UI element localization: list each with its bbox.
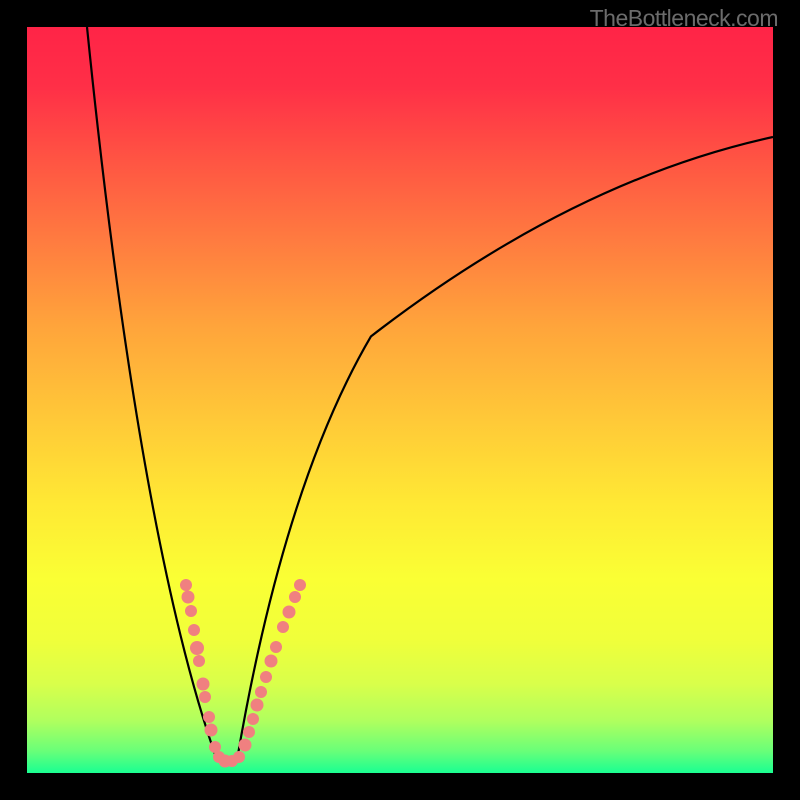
watermark-text: TheBottleneck.com — [590, 5, 778, 32]
data-marker — [255, 686, 267, 698]
data-marker — [197, 678, 210, 691]
chart-container: TheBottleneck.com — [0, 0, 800, 800]
data-marker — [203, 711, 215, 723]
data-marker — [233, 751, 245, 763]
data-marker — [205, 724, 218, 737]
data-marker — [243, 726, 255, 738]
data-marker — [239, 739, 252, 752]
data-marker — [188, 624, 200, 636]
data-marker — [270, 641, 282, 653]
data-marker — [265, 655, 278, 668]
data-marker — [247, 713, 259, 725]
data-marker — [185, 605, 197, 617]
data-marker — [193, 655, 205, 667]
data-markers — [27, 27, 773, 773]
data-marker — [182, 591, 195, 604]
data-marker — [289, 591, 301, 603]
data-marker — [190, 641, 204, 655]
chart-panel — [27, 27, 773, 773]
data-marker — [260, 671, 272, 683]
data-marker — [180, 579, 192, 591]
data-marker — [251, 699, 264, 712]
data-marker — [294, 579, 306, 591]
data-marker — [283, 606, 296, 619]
data-marker — [199, 691, 211, 703]
data-marker — [277, 621, 289, 633]
